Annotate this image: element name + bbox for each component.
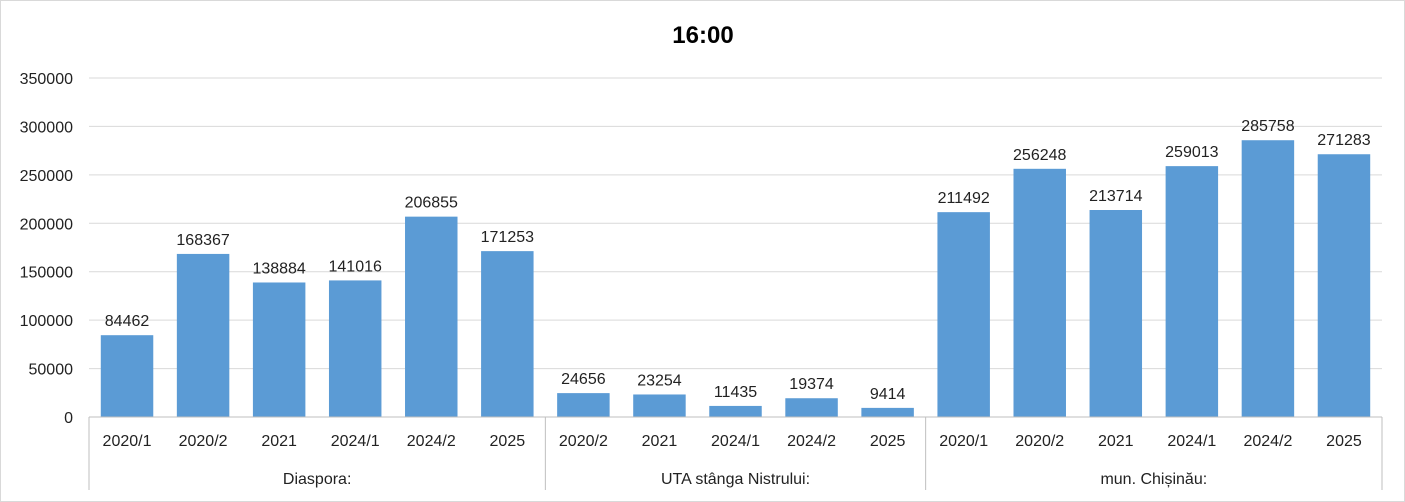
bar bbox=[633, 394, 686, 417]
y-tick-label: 50000 bbox=[29, 362, 74, 379]
x-tick-label: 2024/2 bbox=[1243, 433, 1292, 450]
data-label: 141016 bbox=[329, 258, 382, 275]
data-label: 171253 bbox=[481, 229, 534, 246]
data-label: 168367 bbox=[176, 232, 229, 249]
bars bbox=[100, 140, 1371, 417]
y-axis-ticks: 0 50000 100000 150000 200000 250000 300000 3500… bbox=[20, 71, 73, 427]
x-tick-label: 2024/1 bbox=[711, 433, 760, 450]
data-label: 19374 bbox=[789, 376, 834, 393]
bar bbox=[481, 251, 534, 417]
data-label: 9414 bbox=[870, 386, 906, 403]
bar bbox=[785, 398, 838, 417]
x-tick-label: 2020/2 bbox=[1015, 433, 1064, 450]
data-label: 211492 bbox=[938, 190, 990, 207]
x-tick-label: 2020/1 bbox=[103, 433, 152, 450]
data-label: 24656 bbox=[561, 371, 606, 388]
y-tick-label: 350000 bbox=[20, 71, 73, 88]
data-label: 206855 bbox=[405, 195, 458, 212]
y-tick-label: 150000 bbox=[20, 265, 73, 282]
x-tick-label: 2021 bbox=[1098, 433, 1134, 450]
x-tick-label: 2020/2 bbox=[559, 433, 608, 450]
bar bbox=[176, 253, 230, 417]
y-tick-label: 0 bbox=[64, 410, 73, 427]
x-tick-label: 2024/2 bbox=[407, 433, 456, 450]
x-axis: 2020/1 2020/2 2021 2024/1 2024/2 2025 Diaspora… bbox=[88, 416, 1383, 490]
y-tick-label: 250000 bbox=[20, 168, 73, 185]
bar bbox=[328, 280, 382, 417]
data-label: 285758 bbox=[1241, 118, 1294, 135]
data-label: 23254 bbox=[637, 372, 682, 389]
bar bbox=[1317, 154, 1371, 417]
data-labels: 84462 168367 138884 141016 206855 171253 24656… bbox=[105, 118, 1371, 403]
bar bbox=[1241, 140, 1295, 417]
x-tick-label: 2020/1 bbox=[939, 433, 988, 450]
bar bbox=[252, 282, 306, 417]
x-tick-label: 2024/1 bbox=[1167, 433, 1216, 450]
x-tick-label: 2025 bbox=[1326, 433, 1362, 450]
y-tick-label: 200000 bbox=[20, 216, 73, 233]
x-tick-label: 2025 bbox=[490, 433, 526, 450]
data-label: 213714 bbox=[1089, 188, 1142, 205]
bar bbox=[709, 405, 762, 417]
x-tick-label: 2021 bbox=[642, 433, 678, 450]
bar bbox=[937, 212, 990, 417]
bar bbox=[861, 407, 914, 417]
x-tick-label: 2024/2 bbox=[787, 433, 836, 450]
y-tick-label: 300000 bbox=[20, 119, 73, 136]
group-label: mun. Chișinău: bbox=[1100, 471, 1207, 488]
y-tick-label: 100000 bbox=[20, 313, 73, 330]
bar bbox=[557, 393, 610, 417]
bar bbox=[1089, 210, 1143, 417]
data-label: 256248 bbox=[1013, 147, 1066, 164]
bar bbox=[1013, 168, 1066, 417]
group-label: UTA stânga Nistrului: bbox=[661, 471, 810, 488]
x-tick-label: 2025 bbox=[870, 433, 906, 450]
data-label: 11435 bbox=[714, 384, 757, 401]
data-label: 138884 bbox=[252, 260, 305, 277]
bar bbox=[405, 216, 458, 417]
data-label: 84462 bbox=[105, 313, 150, 330]
x-tick-label: 2024/1 bbox=[331, 433, 380, 450]
x-tick-label: 2020/2 bbox=[179, 433, 228, 450]
bar bbox=[1165, 166, 1219, 417]
data-label: 271283 bbox=[1317, 132, 1370, 149]
chart-title: 16:00 bbox=[672, 22, 733, 49]
group-label: Diaspora: bbox=[283, 471, 351, 488]
bar bbox=[100, 335, 154, 417]
x-tick-label: 2021 bbox=[261, 433, 297, 450]
data-label: 259013 bbox=[1165, 144, 1218, 161]
